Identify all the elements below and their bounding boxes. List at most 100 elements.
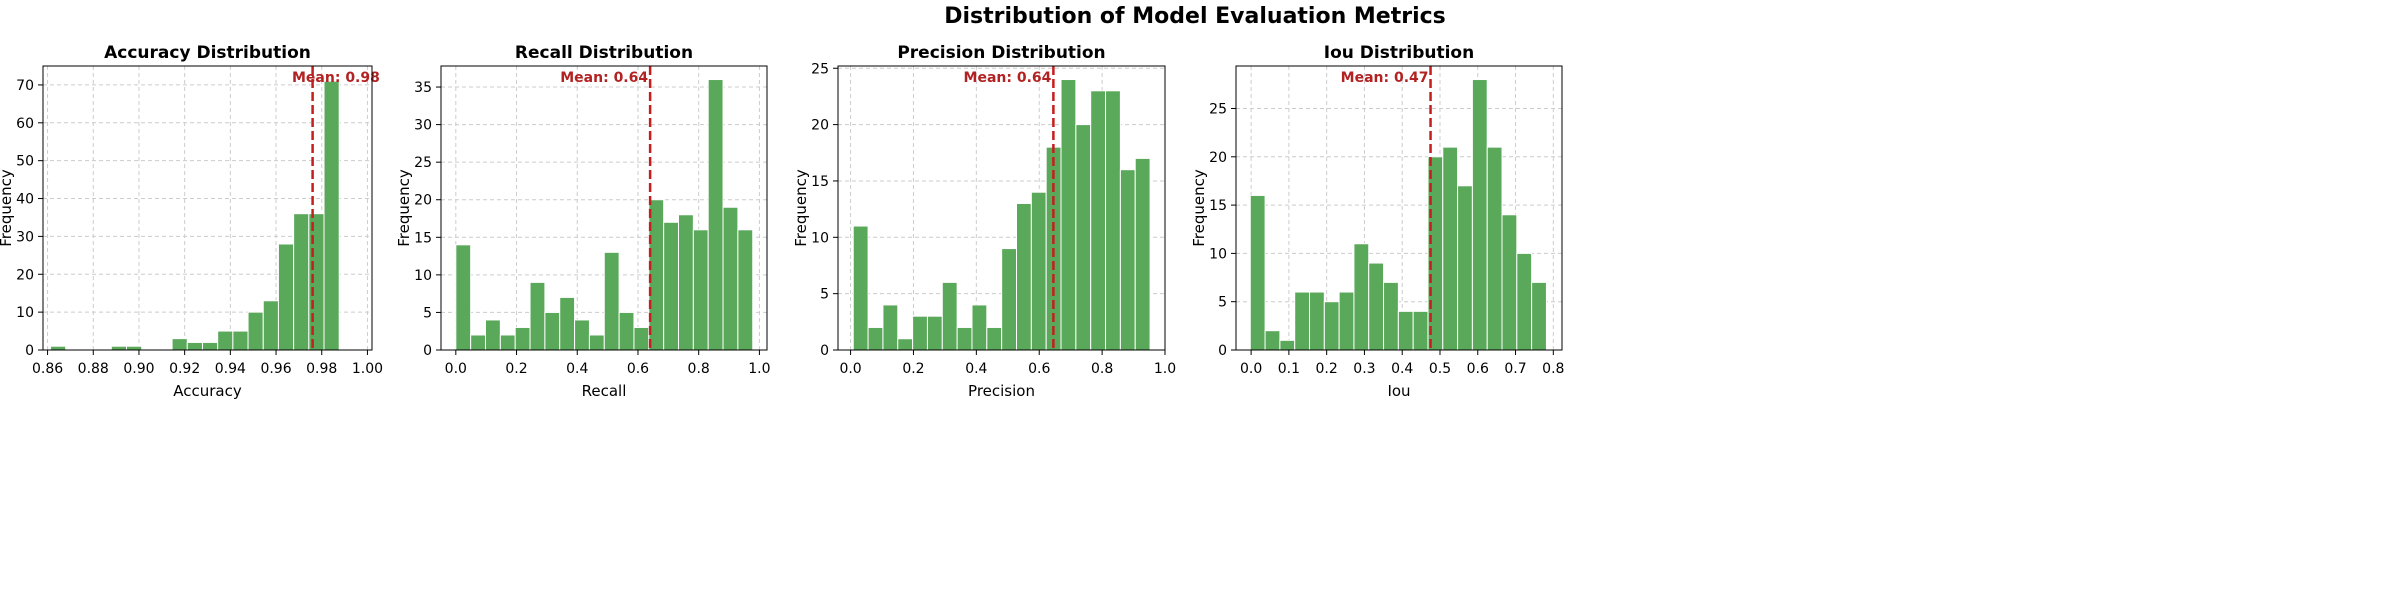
histogram-bar <box>941 281 958 351</box>
x-tick-label: 0.5 <box>1429 361 1451 377</box>
histogram-bar <box>544 311 561 351</box>
histogram-bar <box>126 345 143 351</box>
x-tick-label: 0.6 <box>627 361 649 377</box>
y-tick-label: 30 <box>414 118 432 134</box>
histogram-bar <box>1397 310 1414 351</box>
x-tick-label: 0.98 <box>306 361 337 377</box>
histogram-bar <box>1105 90 1121 351</box>
y-tick-label: 0 <box>423 343 432 359</box>
x-tick-label: 0.2 <box>902 361 924 377</box>
histogram-bar <box>514 326 531 351</box>
histogram-bar <box>1471 79 1488 351</box>
y-tick-label: 20 <box>16 267 34 283</box>
histogram-bar <box>529 281 546 351</box>
histogram-bar <box>1353 243 1370 351</box>
histogram-bar <box>722 206 739 351</box>
x-tick-label: 0.88 <box>78 361 109 377</box>
y-axis-label: Frequency <box>792 169 810 247</box>
histogram-bar <box>926 315 943 351</box>
histogram-bar <box>1383 281 1399 351</box>
y-tick-label: 70 <box>16 78 34 94</box>
y-tick-label: 10 <box>1209 246 1227 262</box>
histogram-bar <box>1323 301 1340 351</box>
y-tick-label: 15 <box>811 174 829 190</box>
histogram-bar <box>1457 185 1473 351</box>
x-tick-label: 0.90 <box>123 361 154 377</box>
x-tick-label: 0.0 <box>1240 361 1262 377</box>
histogram-bar <box>1060 79 1077 351</box>
x-axis-label: Recall <box>582 382 627 400</box>
plot-frame <box>440 65 768 351</box>
histogram-bar <box>499 334 516 351</box>
histogram-bar <box>1264 330 1281 351</box>
histogram-bar <box>1075 124 1092 351</box>
y-tick-label: 25 <box>811 61 829 77</box>
histogram-bar <box>217 330 234 351</box>
x-tick-label: 0.4 <box>1391 361 1413 377</box>
histogram-bar <box>455 244 472 351</box>
histogram-bar <box>897 338 914 351</box>
histogram-bar <box>186 341 203 351</box>
x-tick-label: 0.92 <box>169 361 200 377</box>
histogram-bar <box>308 213 325 351</box>
histogram-bar <box>247 311 264 351</box>
histogram-bar <box>912 315 928 351</box>
plot-frame <box>1235 65 1563 351</box>
mean-label: Mean: 0.98 <box>292 70 380 86</box>
x-tick-label: 1.0 <box>1154 361 1176 377</box>
y-tick-label: 30 <box>16 229 34 245</box>
mean-label: Mean: 0.64 <box>560 70 648 86</box>
histogram-bar <box>485 319 501 351</box>
histogram-bar <box>1030 191 1047 351</box>
histogram-bar <box>737 229 754 351</box>
x-axis-label: Precision <box>968 382 1035 400</box>
histogram-bar <box>971 304 988 351</box>
chart-title: Iou Distribution <box>1324 43 1474 63</box>
y-tick-label: 20 <box>414 193 432 209</box>
histogram-bar <box>1249 194 1266 351</box>
histogram-bar <box>692 229 709 351</box>
y-tick-label: 25 <box>414 155 432 171</box>
histogram-bar <box>882 304 899 351</box>
x-tick-label: 0.6 <box>1028 361 1050 377</box>
chart-panel-2: Mean: 0.64 0.0 0.2 0.4 0.6 0.8 1.0 0 5 10 15 20 25 30… <box>395 43 771 400</box>
y-tick-label: 25 <box>1209 102 1227 118</box>
y-axis-label: Frequency <box>0 169 15 247</box>
mean-label: Mean: 0.47 <box>1341 70 1429 86</box>
histogram-bar <box>663 221 680 351</box>
histogram-bar <box>588 334 605 351</box>
histogram-bar <box>867 326 884 351</box>
x-tick-label: 0.4 <box>965 361 987 377</box>
x-tick-label: 1.00 <box>352 361 383 377</box>
histogram-bar <box>1309 291 1325 351</box>
y-tick-label: 10 <box>414 268 432 284</box>
x-tick-label: 1.0 <box>748 361 770 377</box>
histogram-bar <box>1368 262 1385 351</box>
histogram-bar <box>1442 146 1459 351</box>
x-tick-label: 0.8 <box>688 361 710 377</box>
y-tick-label: 0 <box>1218 343 1227 359</box>
histogram-bar <box>956 326 973 351</box>
histogram-bar <box>50 345 67 351</box>
histogram-bar <box>986 326 1003 351</box>
y-tick-label: 10 <box>811 230 829 246</box>
histogram-bar <box>1338 291 1355 351</box>
histogram-bar <box>1001 248 1017 351</box>
histogram-bar <box>1294 291 1311 351</box>
histogram-bar <box>323 80 340 351</box>
histogram-bar <box>110 345 128 351</box>
y-tick-label: 20 <box>811 118 829 134</box>
y-tick-label: 10 <box>16 305 34 321</box>
x-tick-label: 0.86 <box>32 361 63 377</box>
y-tick-label: 0 <box>25 343 34 359</box>
y-tick-label: 35 <box>414 80 432 96</box>
x-tick-label: 0.0 <box>445 361 467 377</box>
x-tick-label: 0.1 <box>1278 361 1300 377</box>
y-tick-label: 5 <box>423 305 432 321</box>
x-tick-label: 0.96 <box>260 361 291 377</box>
histogram-bar <box>470 334 487 351</box>
x-tick-label: 0.94 <box>215 361 246 377</box>
histogram-bar <box>678 214 694 351</box>
x-tick-label: 0.7 <box>1504 361 1526 377</box>
y-tick-label: 5 <box>820 287 829 303</box>
